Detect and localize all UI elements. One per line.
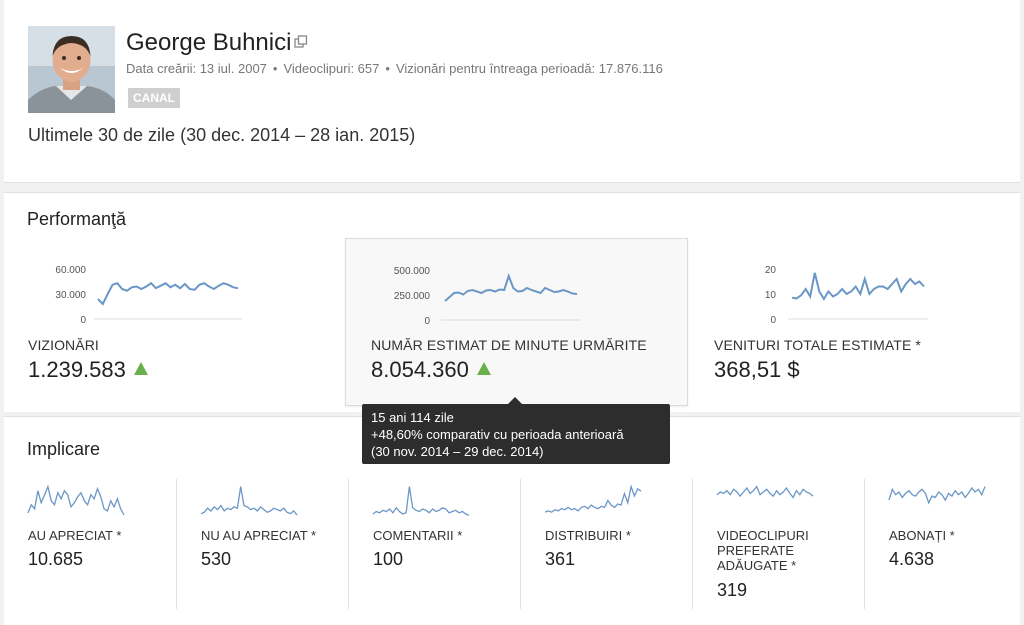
engagement-card-likes[interactable]: AU APRECIAT * 10.685 <box>4 479 176 609</box>
metric-value-text: 8.054.360 <box>371 357 469 382</box>
favorites-sparkline <box>716 485 814 499</box>
channel-name: George Buhnici <box>126 28 308 57</box>
views-sparkline: 60.000 30.000 0 <box>55 265 242 326</box>
engagement-title: Implicare <box>27 439 101 459</box>
channel-name-text[interactable]: George Buhnici <box>126 29 292 56</box>
period-range[interactable]: Ultimele 30 de zile (30 dec. 2014 – 28 i… <box>28 125 416 145</box>
channel-badge: CANAL <box>128 88 180 108</box>
engagement-value: 319 <box>717 580 748 600</box>
engagement-card-comments[interactable]: COMENTARII * 100 <box>348 479 520 609</box>
y-tick-label: 10 <box>765 290 777 301</box>
series-line <box>97 281 239 306</box>
series-line <box>372 486 470 516</box>
engagement-card-favorites[interactable]: VIDEOCLIPURI PREFERATE ADĂUGATE * 319 <box>692 479 864 609</box>
meta-views: Vizionări pentru întreaga perioadă: 17.8… <box>395 61 663 76</box>
metric-card-revenue[interactable]: 20 10 0 VENITURI TOTALE ESTIMATE * 368,51 … <box>714 238 1004 406</box>
engagement-label: ABONAȚI * <box>889 528 955 543</box>
shares-sparkline <box>544 484 642 513</box>
engagement-label: DISTRIBUIRI * <box>545 528 631 543</box>
trend-up-icon <box>133 362 148 375</box>
y-tick-label: 250.000 <box>394 291 431 302</box>
tooltip-line-duration: 15 ani 114 zile <box>371 410 454 425</box>
y-tick-label: 0 <box>424 316 430 327</box>
subscribers-sparkline <box>888 486 986 505</box>
series-line <box>27 484 125 516</box>
engagement-card-dislikes[interactable]: NU AU APRECIAT * 530 <box>176 479 348 609</box>
engagement-value: 530 <box>201 549 232 569</box>
series-line <box>888 486 986 505</box>
series-line <box>200 486 298 516</box>
y-tick-label: 500.000 <box>394 266 431 277</box>
series-line <box>716 485 814 499</box>
engagement-value: 10.685 <box>28 549 84 569</box>
tooltip-line-change: +48,60% comparativ cu perioada anterioar… <box>371 427 624 442</box>
engagement-label: AU APRECIAT * <box>28 528 122 543</box>
watch-time-sparkline: 500.000 250.000 0 <box>394 266 581 327</box>
tooltip-line-period: (30 nov. 2014 – 29 dec. 2014) <box>371 444 544 459</box>
y-tick-label: 60.000 <box>55 265 86 276</box>
series-line <box>544 484 642 513</box>
y-tick-label: 20 <box>765 265 777 276</box>
comparison-tooltip: 15 ani 114 zile +48,60% comparativ cu pe… <box>362 404 670 464</box>
trend-up-icon <box>476 362 491 375</box>
performance-title: Performanţă <box>27 209 127 229</box>
metric-value: 368,51 $ <box>714 357 800 382</box>
engagement-label: COMENTARII * <box>373 528 463 543</box>
y-tick-label: 30.000 <box>55 290 86 301</box>
external-link-icon[interactable] <box>294 28 308 48</box>
engagement-value: 100 <box>373 549 404 569</box>
likes-sparkline <box>27 484 125 516</box>
dislikes-sparkline <box>200 486 298 516</box>
meta-separator: • <box>272 61 278 76</box>
meta-videos: Videoclipuri: 657 <box>283 61 380 76</box>
engagement-card-shares[interactable]: DISTRIBUIRI * 361 <box>520 479 692 609</box>
comments-sparkline <box>372 486 470 516</box>
metric-label: VIZIONĂRI <box>28 337 99 353</box>
performance-section: Performanţă 60.000 30.000 0 VIZIONĂRI 1.23… <box>4 192 1020 412</box>
tooltip-arrow <box>508 397 522 404</box>
engagement-card-subscribers[interactable]: ABONAȚI * 4.638 <box>864 479 1024 609</box>
metric-value: 8.054.360 <box>371 357 491 383</box>
avatar-image <box>28 26 115 113</box>
series-line <box>791 272 925 301</box>
metric-label: NUMĂR ESTIMAT DE MINUTE URMĂRITE <box>371 337 647 353</box>
y-tick-label: 0 <box>770 315 776 326</box>
meta-created: Data creării: 13 iul. 2007 <box>126 61 267 76</box>
avatar[interactable] <box>28 26 115 113</box>
metric-card-views[interactable]: 60.000 30.000 0 VIZIONĂRI 1.239.583 <box>28 238 348 406</box>
engagement-label: VIDEOCLIPURI PREFERATE ADĂUGATE * <box>717 528 809 573</box>
series-line <box>444 272 578 302</box>
metric-value-text: 1.239.583 <box>28 357 126 382</box>
revenue-sparkline: 20 10 0 <box>765 265 928 326</box>
engagement-value: 4.638 <box>889 549 935 569</box>
metric-label: VENITURI TOTALE ESTIMATE * <box>714 337 921 353</box>
meta-separator: • <box>385 61 390 76</box>
engagement-value: 361 <box>545 549 576 569</box>
metric-value: 1.239.583 <box>28 357 148 383</box>
metric-card-watch-time[interactable]: 500.000 250.000 0 NUMĂR ESTIMAT DE MINUTE … <box>345 238 688 406</box>
channel-meta: Data creării: 13 iul. 2007 • Videoclipuri:… <box>126 61 663 76</box>
channel-header: George Buhnici Data creării: 13 iul. 200… <box>4 0 1020 183</box>
engagement-label: NU AU APRECIAT * <box>201 528 317 543</box>
y-tick-label: 0 <box>80 315 86 326</box>
